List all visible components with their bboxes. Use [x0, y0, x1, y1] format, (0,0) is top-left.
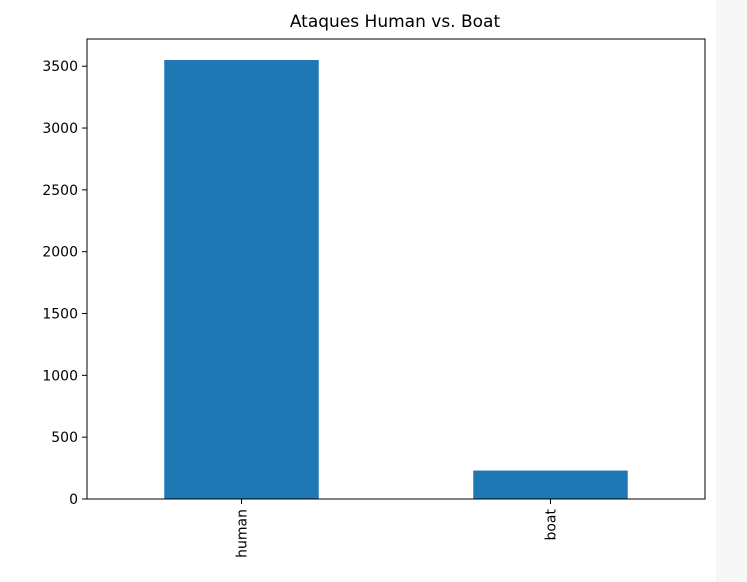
bar-boat	[473, 470, 628, 499]
bars-group	[164, 60, 628, 499]
y-tick-label: 0	[69, 492, 78, 508]
bar-human	[164, 60, 319, 499]
x-axis: human boat	[235, 499, 560, 558]
y-tick-label: 1000	[42, 368, 78, 384]
y-tick-label: 500	[51, 430, 78, 446]
bar-chart: Ataques Human vs. Boat 0 500 1000 1500 2000 2…	[42, 12, 706, 558]
y-tick-label: 2000	[42, 245, 78, 261]
right-margin-strip	[716, 0, 747, 582]
y-tick-label: 2500	[42, 183, 78, 199]
y-axis: 0 500 1000 1500 2000 2500 3000 3500	[42, 59, 87, 508]
x-tick-label-human: human	[235, 509, 251, 558]
x-tick-label-boat: boat	[544, 509, 560, 541]
chart-title: Ataques Human vs. Boat	[290, 12, 501, 32]
y-tick-label: 3500	[42, 59, 78, 75]
y-tick-label: 1500	[42, 307, 78, 323]
plot-frame	[86, 38, 706, 500]
y-tick-label: 3000	[42, 121, 78, 137]
